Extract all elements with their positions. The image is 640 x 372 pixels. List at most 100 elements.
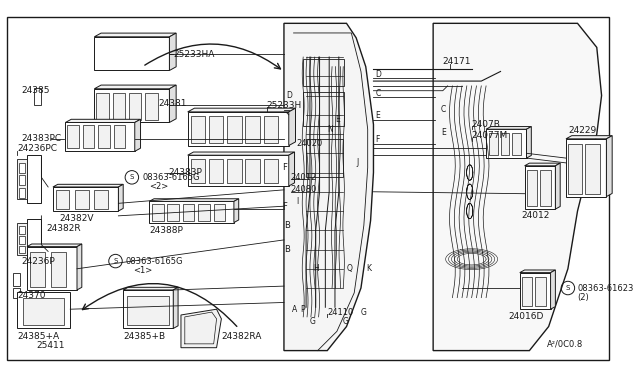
Bar [520, 273, 550, 309]
Polygon shape [556, 163, 560, 209]
Text: 24382V: 24382V [60, 214, 94, 223]
Text: 25233HA: 25233HA [173, 49, 214, 59]
Text: 24012: 24012 [522, 211, 550, 220]
Text: 24382RA: 24382RA [221, 332, 262, 341]
Polygon shape [149, 199, 239, 201]
Bar [540, 170, 550, 206]
Polygon shape [170, 33, 176, 71]
Bar [27, 247, 77, 290]
Bar [303, 59, 344, 86]
Polygon shape [170, 85, 176, 122]
Polygon shape [53, 184, 124, 187]
Polygon shape [173, 287, 178, 328]
Text: 24385+B: 24385+B [124, 332, 165, 341]
Text: B: B [284, 221, 290, 230]
Text: 08363-6165G: 08363-6165G [143, 173, 200, 182]
Bar [94, 190, 108, 209]
Bar [500, 133, 509, 155]
Bar [23, 298, 63, 325]
Text: 24236PC: 24236PC [17, 144, 58, 153]
Bar [145, 93, 158, 119]
Text: S: S [130, 174, 134, 180]
Polygon shape [181, 309, 221, 348]
Bar [264, 116, 278, 143]
Polygon shape [289, 152, 294, 186]
Polygon shape [118, 184, 124, 211]
Bar [113, 93, 125, 119]
Polygon shape [606, 136, 612, 196]
Text: 08363-6165G: 08363-6165G [125, 257, 182, 266]
Text: 25233H: 25233H [267, 101, 302, 110]
Text: 24012: 24012 [291, 173, 317, 182]
Text: I: I [296, 197, 299, 206]
Text: D: D [376, 70, 381, 79]
Polygon shape [94, 85, 176, 89]
Bar [17, 222, 27, 255]
Bar [188, 155, 289, 186]
Bar [198, 204, 210, 221]
Text: 24080: 24080 [291, 185, 317, 194]
Polygon shape [527, 126, 531, 158]
Bar [227, 159, 241, 183]
Bar [535, 278, 546, 306]
Bar [152, 204, 164, 221]
Bar [191, 159, 205, 183]
Bar [113, 125, 125, 148]
Bar [512, 133, 521, 155]
Bar [13, 288, 20, 298]
Text: <1>: <1> [133, 266, 152, 275]
Bar [568, 144, 582, 194]
Text: 24383PC: 24383PC [21, 134, 61, 143]
Bar [129, 93, 141, 119]
Text: C: C [376, 89, 381, 98]
Text: D: D [286, 91, 292, 100]
Bar [19, 176, 25, 185]
Bar [96, 93, 109, 119]
Bar [53, 187, 118, 211]
Bar [246, 159, 260, 183]
Text: 24229: 24229 [568, 126, 596, 135]
Bar [209, 116, 223, 143]
Text: 24382R: 24382R [46, 224, 81, 233]
Text: 24236P: 24236P [21, 257, 55, 266]
Polygon shape [284, 23, 374, 350]
Polygon shape [289, 108, 296, 145]
Polygon shape [525, 163, 560, 166]
Text: Q: Q [346, 264, 353, 273]
Text: N: N [327, 125, 333, 134]
Polygon shape [234, 199, 239, 222]
Bar [522, 278, 532, 306]
Bar [246, 116, 260, 143]
Text: S: S [566, 285, 570, 291]
Polygon shape [188, 152, 294, 155]
Polygon shape [566, 136, 612, 139]
Text: 24385+A: 24385+A [17, 332, 60, 341]
Bar [486, 129, 527, 158]
Polygon shape [124, 287, 178, 290]
Text: 2407B: 2407B [472, 120, 500, 129]
Text: <2>: <2> [149, 182, 168, 192]
Bar [94, 37, 170, 71]
Bar [191, 116, 205, 143]
Text: H: H [313, 264, 319, 273]
Text: A²/0C0.8: A²/0C0.8 [547, 339, 583, 348]
Bar [19, 188, 25, 198]
Polygon shape [520, 270, 556, 273]
Bar [127, 296, 170, 325]
Text: 24077M: 24077M [472, 131, 508, 141]
Bar [56, 190, 69, 209]
Bar [94, 89, 170, 122]
Text: 24381: 24381 [159, 99, 188, 108]
Text: 24385: 24385 [21, 86, 50, 95]
Bar [67, 125, 79, 148]
Text: C: C [441, 105, 446, 115]
Bar [30, 253, 45, 287]
Polygon shape [27, 244, 82, 247]
Bar [227, 116, 241, 143]
Bar [209, 159, 223, 183]
Text: 08363-61623: 08363-61623 [577, 283, 634, 292]
Bar [51, 253, 67, 287]
Bar [168, 204, 179, 221]
Bar [124, 290, 173, 328]
Bar [65, 122, 135, 151]
